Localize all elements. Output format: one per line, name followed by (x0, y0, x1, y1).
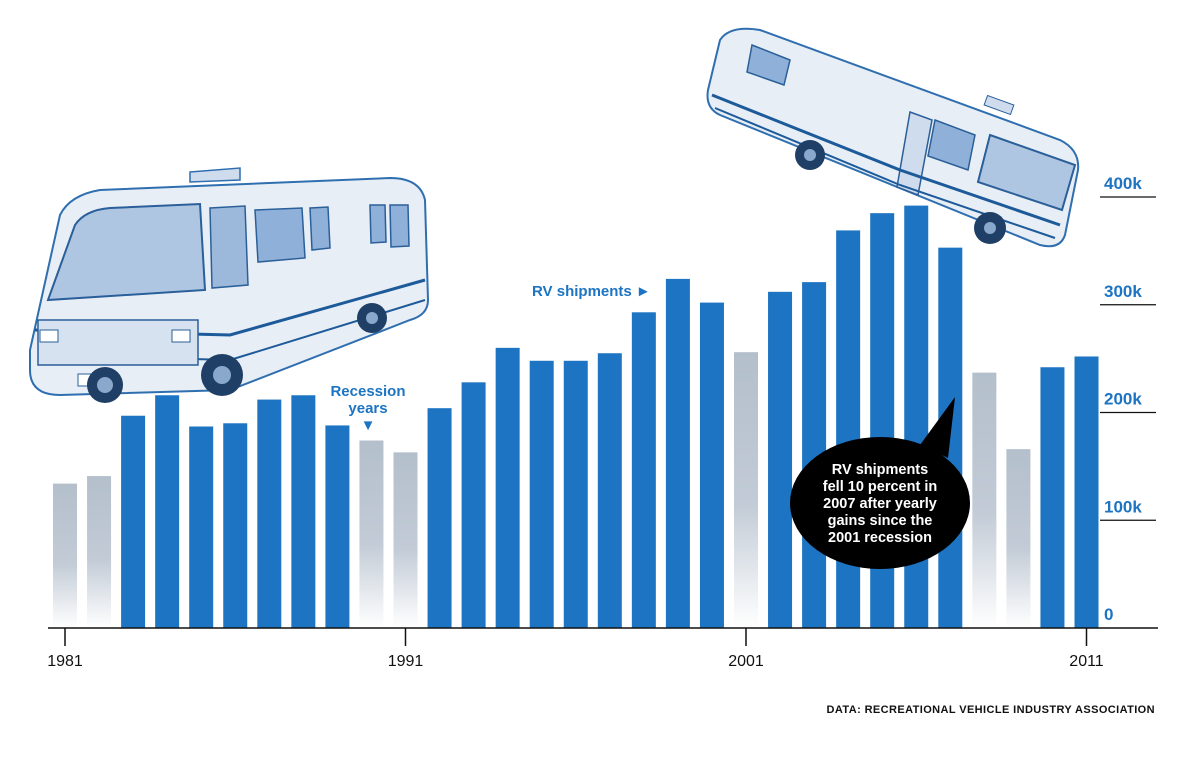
y-tick-label: 200k (1104, 390, 1142, 409)
source-note: DATA: RECREATIONAL VEHICLE INDUSTRY ASSO… (827, 704, 1155, 716)
bar-1998 (631, 312, 656, 628)
bar-1989 (325, 425, 350, 628)
y-tick-label: 0 (1104, 605, 1113, 624)
recession-annotation-line1: Recession (330, 383, 405, 400)
speech-bubble: RV shipments fell 10 percent in 2007 aft… (790, 397, 970, 569)
bar-recession-1991 (393, 452, 418, 628)
bar-recession-2008 (972, 372, 997, 628)
bar-recession-2009 (1006, 449, 1031, 628)
x-tick-label: 1991 (388, 653, 424, 670)
bar-2004 (836, 230, 861, 628)
x-tick-label: 2011 (1069, 653, 1104, 670)
bar-1986 (223, 423, 248, 628)
bar-1993 (461, 382, 486, 628)
bar-recession-1981 (53, 483, 77, 628)
y-axis-labels: 0 100k 200k 300k 400k (1104, 174, 1142, 624)
bubble-line-2: fell 10 percent in (823, 479, 937, 495)
bar-2000 (699, 302, 724, 628)
recession-annotation-line2: years (348, 400, 387, 417)
x-tick-label: 2001 (728, 653, 764, 670)
bar-1999 (665, 278, 690, 628)
bar-1985 (189, 426, 214, 628)
bar-1995 (529, 360, 554, 628)
bar-2010 (1040, 367, 1065, 628)
bar-recession-2001 (734, 352, 758, 628)
bubble-line-4: gains since the (828, 513, 933, 529)
speech-bubble-tail (920, 397, 955, 458)
rv-photo-left (29, 167, 430, 403)
y-gridlines (1100, 196, 1156, 521)
y-tick-label: 400k (1104, 174, 1142, 193)
bubble-line-1: RV shipments (832, 462, 928, 478)
speech-bubble-body (790, 437, 970, 569)
bar-1988 (291, 395, 316, 628)
y-tick-label: 300k (1104, 282, 1142, 301)
bar-1987 (257, 399, 282, 628)
bar-2002 (768, 291, 793, 628)
bar-1983 (121, 415, 146, 628)
bar-1994 (495, 347, 520, 628)
bubble-line-5: 2001 recession (828, 530, 932, 546)
rv-shipments-annotation: RV shipments ► (532, 283, 651, 300)
bar-1992 (427, 408, 452, 628)
x-tick-label: 1981 (47, 653, 83, 670)
y-tick-label: 100k (1104, 497, 1142, 516)
bars (53, 205, 1099, 628)
bar-1984 (155, 395, 180, 628)
rv-photo-right (706, 27, 1080, 248)
bar-1997 (597, 353, 622, 628)
x-axis-ticks: 1981 1991 2001 2011 (47, 628, 1104, 670)
bubble-line-3: 2007 after yearly (823, 496, 937, 512)
bar-1996 (563, 360, 588, 628)
recession-annotation-arrow: ▼ (361, 417, 376, 434)
bar-recession-1990 (359, 440, 384, 628)
bar-recession-1982 (87, 476, 112, 628)
bar-2011 (1074, 356, 1099, 628)
